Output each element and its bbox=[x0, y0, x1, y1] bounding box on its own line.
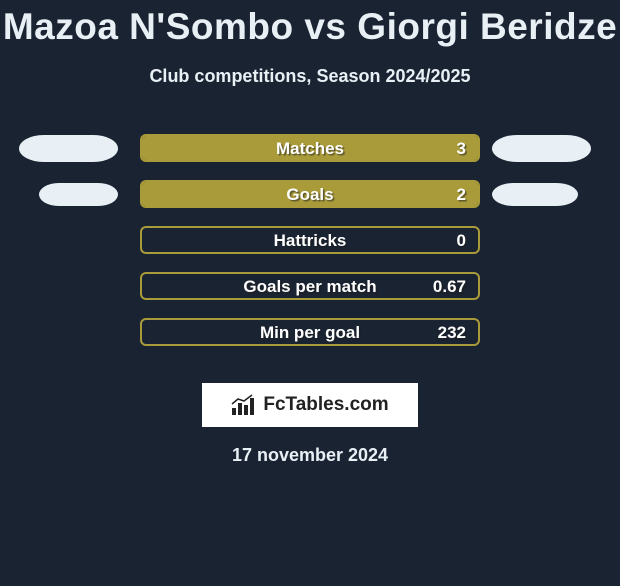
stat-row: Goals per match 0.67 bbox=[0, 267, 620, 313]
stat-value: 3 bbox=[457, 136, 466, 162]
stat-row: Matches 3 bbox=[0, 129, 620, 175]
comparison-area: Matches 3 Goals 2 Hattricks 0 Goals per match 0… bbox=[0, 129, 620, 359]
logo-text: FcTables.com bbox=[263, 394, 388, 416]
stat-row: Hattricks 0 bbox=[0, 221, 620, 267]
stat-pill: Min per goal 232 bbox=[140, 318, 480, 346]
stat-value: 2 bbox=[457, 182, 466, 208]
stat-pill: Hattricks 0 bbox=[140, 226, 480, 254]
stat-value: 0.67 bbox=[433, 274, 466, 300]
date-line: 17 november 2024 bbox=[0, 445, 620, 466]
left-player-bar bbox=[39, 183, 118, 206]
stat-pill: Goals 2 bbox=[140, 180, 480, 208]
stat-row: Goals 2 bbox=[0, 175, 620, 221]
left-player-bar bbox=[19, 135, 118, 162]
right-player-bar bbox=[492, 135, 591, 162]
stat-label: Hattricks bbox=[274, 228, 347, 254]
bar-chart-icon bbox=[231, 394, 257, 416]
stat-label: Goals bbox=[286, 182, 333, 208]
stat-row: Min per goal 232 bbox=[0, 313, 620, 359]
page-title: Mazoa N'Sombo vs Giorgi Beridze bbox=[0, 6, 620, 48]
page-subtitle: Club competitions, Season 2024/2025 bbox=[0, 66, 620, 87]
stat-label: Min per goal bbox=[260, 320, 360, 346]
stat-value: 0 bbox=[457, 228, 466, 254]
right-player-bar bbox=[492, 183, 578, 206]
stat-pill: Goals per match 0.67 bbox=[140, 272, 480, 300]
stat-label: Goals per match bbox=[243, 274, 376, 300]
stat-pill: Matches 3 bbox=[140, 134, 480, 162]
stat-label: Matches bbox=[276, 136, 344, 162]
stat-value: 232 bbox=[438, 320, 466, 346]
fctables-logo[interactable]: FcTables.com bbox=[202, 383, 418, 427]
